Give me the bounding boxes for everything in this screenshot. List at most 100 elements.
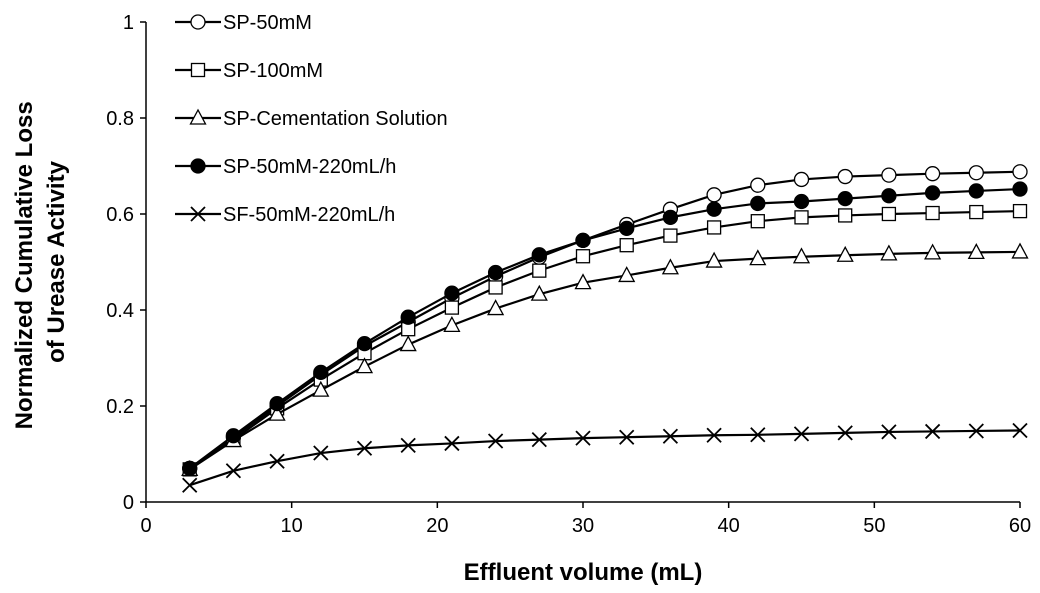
data-point-filled-circle — [444, 285, 460, 301]
series-line — [189, 210, 1021, 471]
data-point-circle — [793, 171, 810, 188]
data-point-triangle — [705, 251, 723, 268]
data-point-x — [662, 428, 679, 444]
data-point-square — [750, 214, 765, 229]
data-point-filled-circle — [313, 364, 329, 381]
data-point-filled-circle — [356, 335, 373, 352]
x-tick-label: 60 — [1009, 515, 1031, 537]
data-point-circle — [881, 167, 897, 183]
series-line — [189, 429, 1021, 487]
y-axis-title-line-1: Normalized Cumulative Loss — [11, 101, 38, 429]
data-point-x — [531, 431, 547, 448]
data-point-circle — [706, 187, 722, 203]
data-point-square — [969, 204, 984, 220]
data-point-filled-circle — [750, 195, 766, 212]
data-point-triangle — [399, 335, 417, 352]
data-point-triangle — [618, 266, 636, 283]
x-tick-label: 30 — [572, 515, 594, 537]
data-point-square — [532, 263, 547, 278]
legend-label: SP-100mM — [223, 60, 323, 82]
data-point-triangle — [880, 244, 898, 261]
y-tick-label: 0 — [123, 492, 134, 514]
data-point-triangle — [967, 243, 985, 260]
data-point-square — [881, 206, 897, 222]
data-point-filled-circle — [575, 232, 591, 249]
series-4 — [182, 181, 1028, 477]
data-point-x — [575, 430, 591, 446]
data-point-x — [400, 437, 416, 453]
data-point-square — [488, 280, 503, 295]
y-axis-title: Normalized Cumulative Loss of Urease Act… — [11, 95, 70, 430]
y-tick-label: 1 — [123, 12, 134, 34]
series-group — [181, 164, 1029, 493]
data-point-filled-circle — [619, 220, 635, 237]
y-tick-label: 0.2 — [106, 396, 134, 418]
data-point-filled-circle — [400, 309, 416, 325]
data-point-triangle — [355, 357, 374, 374]
legend-label: SF-50mM-220mL/h — [223, 204, 395, 226]
series-5 — [182, 422, 1028, 493]
data-point-x — [706, 427, 722, 443]
data-point-x — [881, 424, 897, 440]
data-point-triangle — [530, 284, 548, 301]
data-point-circle — [924, 166, 941, 182]
legend-item: SP-Cementation Solution — [175, 108, 448, 130]
data-point-square — [575, 249, 591, 264]
data-point-x — [837, 425, 853, 441]
data-point-triangle — [836, 245, 854, 262]
data-point-x — [793, 426, 810, 442]
data-point-filled-circle — [1012, 181, 1028, 197]
data-point-square — [838, 208, 853, 223]
data-point-x — [924, 423, 941, 440]
data-point-triangle — [189, 108, 207, 125]
series-2 — [182, 203, 1028, 477]
data-point-circle — [1012, 164, 1028, 180]
x-tick-label: 0 — [140, 515, 151, 537]
data-point-x — [269, 453, 285, 469]
data-point-triangle — [574, 273, 592, 290]
legend-label: SP-50mM-220mL/h — [223, 156, 396, 178]
x-tick-label: 20 — [426, 515, 448, 537]
data-point-filled-circle — [837, 190, 853, 207]
data-point-triangle — [749, 249, 767, 266]
x-tick-label: 40 — [718, 515, 740, 537]
data-point-triangle — [792, 247, 811, 264]
y-tick-label: 0.8 — [106, 108, 134, 130]
data-point-x — [225, 463, 242, 479]
data-point-x — [1012, 422, 1028, 439]
data-point-square — [794, 210, 809, 225]
data-point-triangle — [443, 315, 461, 333]
data-point-x — [356, 440, 373, 456]
legend-label: SP-50mM — [223, 12, 312, 34]
data-point-x — [444, 435, 460, 452]
data-point-square — [706, 220, 722, 235]
data-point-triangle — [487, 299, 505, 316]
data-point-square — [925, 205, 940, 221]
data-point-triangle — [924, 243, 942, 260]
series-3 — [181, 242, 1029, 477]
y-tick-label: 0.4 — [106, 300, 134, 322]
data-point-circle — [968, 165, 984, 181]
data-point-square — [444, 300, 460, 315]
data-point-filled-circle — [182, 460, 198, 477]
data-point-filled-circle — [269, 395, 285, 412]
data-point-triangle — [1011, 242, 1029, 259]
ticks: 0 10 20 30 40 50 60 0 0.2 0.4 0.6 0.8 1 — [106, 12, 1031, 537]
data-point-x — [190, 206, 206, 222]
legend-item: SF-50mM-220mL/h — [175, 204, 395, 226]
data-point-square — [663, 228, 678, 243]
y-tick-label: 0.6 — [106, 204, 134, 226]
legend-item: SP-50mM-220mL/h — [175, 156, 396, 178]
data-point-triangle — [312, 380, 330, 397]
y-axis-title-line-2: of Urease Activity — [43, 160, 70, 363]
legend-item: SP-50mM — [175, 12, 312, 34]
legend: SP-50mM SP-100mM SP-Cementation Solution SP… — [175, 12, 448, 226]
data-point-circle — [837, 168, 853, 185]
data-point-filled-circle — [662, 209, 679, 226]
data-point-x — [619, 429, 635, 445]
data-point-x — [968, 423, 984, 439]
data-point-filled-circle — [487, 264, 504, 281]
data-point-filled-circle — [225, 428, 242, 444]
x-axis-title: Effluent volume (mL) — [464, 559, 703, 586]
